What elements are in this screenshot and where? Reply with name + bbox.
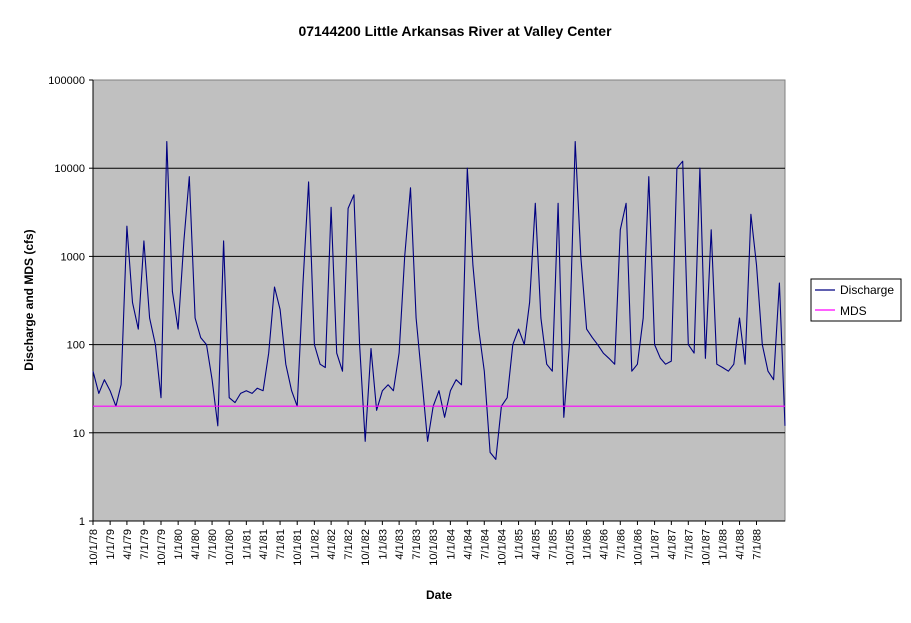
y-tick-label: 100 [67, 340, 85, 352]
legend-label-discharge: Discharge [840, 283, 894, 297]
x-tick-label: 10/1/79 [156, 529, 168, 566]
x-tick-label: 1/1/88 [718, 529, 730, 560]
x-tick-label: 1/1/87 [650, 529, 662, 560]
gridlines [93, 167, 785, 434]
x-tick-label: 4/1/87 [666, 529, 678, 560]
x-tick-label: 7/1/83 [411, 529, 423, 560]
x-tick-label: 10/1/80 [224, 529, 236, 566]
y-tick-label: 10 [73, 428, 85, 440]
x-tick-label: 10/1/85 [564, 529, 576, 566]
x-tick-label: 4/1/86 [598, 529, 610, 560]
x-tick-label: 1/1/86 [582, 529, 594, 560]
x-tick-label: 7/1/79 [139, 529, 151, 560]
x-tick-label: 10/1/84 [496, 529, 508, 566]
x-tick-label: 4/1/80 [190, 529, 202, 560]
x-tick-label: 1/1/80 [173, 529, 185, 560]
x-tick-label: 1/1/82 [309, 529, 321, 560]
y-tick-label: 100000 [48, 75, 85, 87]
series-line-discharge [92, 141, 786, 460]
x-tick-label: 10/1/78 [88, 529, 100, 566]
x-tick-label: 4/1/82 [326, 529, 338, 560]
series-group [92, 141, 786, 460]
legend-label-mds: MDS [840, 304, 867, 318]
y-axis-ticks: 1 10 100 1000 10000 100000 [48, 75, 93, 528]
x-tick-label: 1/1/79 [105, 529, 117, 560]
x-tick-label: 7/1/87 [683, 529, 695, 560]
x-tick-label: 10/1/82 [360, 529, 372, 566]
x-tick-label: 7/1/80 [207, 529, 219, 560]
x-tick-label: 10/1/83 [428, 529, 440, 566]
x-tick-label: 4/1/88 [735, 529, 747, 560]
x-tick-label: 4/1/83 [394, 529, 406, 560]
y-tick-label: 1 [79, 516, 85, 528]
x-tick-label: 7/1/84 [479, 529, 491, 560]
x-tick-label: 1/1/85 [514, 529, 526, 560]
x-tick-label: 1/1/83 [377, 529, 389, 560]
x-tick-label: 10/1/81 [292, 529, 304, 566]
x-tick-label: 7/1/85 [547, 529, 559, 560]
x-axis-label: Date [426, 588, 452, 602]
x-axis-ticks: 10/1/78 1/1/79 4/1/79 7/1/79 10/1/79 1/1/80 4/… [88, 80, 785, 566]
y-tick-label: 1000 [61, 251, 85, 263]
x-tick-label: 4/1/85 [530, 529, 542, 560]
x-tick-label: 7/1/82 [343, 529, 355, 560]
x-tick-label: 1/1/84 [445, 529, 457, 560]
y-axis-label: Discharge and MDS (cfs) [22, 229, 36, 370]
x-tick-label: 4/1/84 [462, 529, 474, 560]
legend: Discharge MDS [810, 278, 902, 322]
x-tick-label: 4/1/79 [122, 529, 134, 560]
x-tick-label: 4/1/81 [258, 529, 270, 560]
legend-box [810, 278, 902, 322]
x-tick-label: 10/1/87 [700, 529, 712, 566]
chart-title: 07144200 Little Arkansas River at Valley… [298, 23, 612, 39]
x-tick-label: 1/1/81 [241, 529, 253, 560]
x-tick-label: 7/1/86 [615, 529, 627, 560]
x-tick-label: 10/1/86 [632, 529, 644, 566]
x-tick-label: 7/1/88 [751, 529, 763, 560]
plot-area [92, 79, 786, 522]
x-tick-label: 7/1/81 [275, 529, 287, 560]
y-tick-label: 10000 [54, 163, 85, 175]
